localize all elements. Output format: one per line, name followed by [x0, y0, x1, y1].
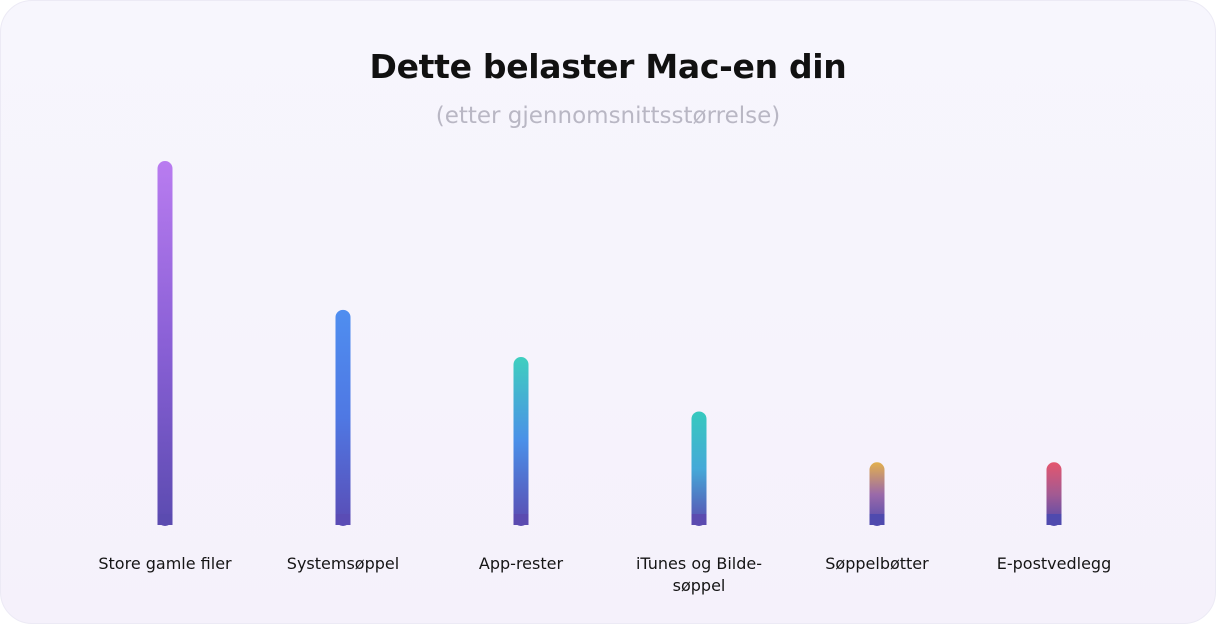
bar-base-0: [157, 514, 173, 525]
x-tick-label-line: App-rester: [479, 554, 564, 573]
bar-3: [691, 411, 707, 526]
x-tick-label-line: iTunes og Bilde-: [636, 554, 762, 573]
bar-base-1: [335, 514, 351, 525]
x-tick-label-line: Systemsøppel: [287, 554, 399, 573]
x-tick-label-line: Søppelbøtter: [825, 554, 929, 573]
x-tick-label-3: iTunes og Bilde-søppel: [636, 554, 762, 595]
x-tick-label-line: søppel: [673, 576, 726, 595]
x-tick-label-4: Søppelbøtter: [825, 554, 929, 573]
x-tick-label-5: E-postvedlegg: [997, 554, 1112, 573]
chart-title: Dette belaster Mac-en din: [369, 47, 847, 86]
bar-base-4: [869, 514, 885, 525]
bar-5: [1046, 462, 1062, 526]
x-tick-label-0: Store gamle filer: [98, 554, 232, 573]
bar-base-3: [691, 514, 707, 525]
x-tick-label-line: E-postvedlegg: [997, 554, 1112, 573]
labels-layer: Store gamle filer Systemsøppel App-rester i…: [98, 554, 1111, 595]
bar-2: [513, 357, 529, 526]
bar-0: [157, 161, 173, 526]
bar-base-2: [513, 514, 529, 525]
bar-1: [335, 309, 351, 526]
x-tick-label-1: Systemsøppel: [287, 554, 399, 573]
chart-subtitle: (etter gjennomsnittsstørrelse): [435, 103, 781, 129]
x-tick-label-line: Store gamle filer: [98, 554, 232, 573]
bar-base-5: [1046, 514, 1062, 525]
bar-4: [869, 462, 885, 526]
x-tick-label-2: App-rester: [479, 554, 564, 573]
bars-layer: [157, 161, 1062, 526]
